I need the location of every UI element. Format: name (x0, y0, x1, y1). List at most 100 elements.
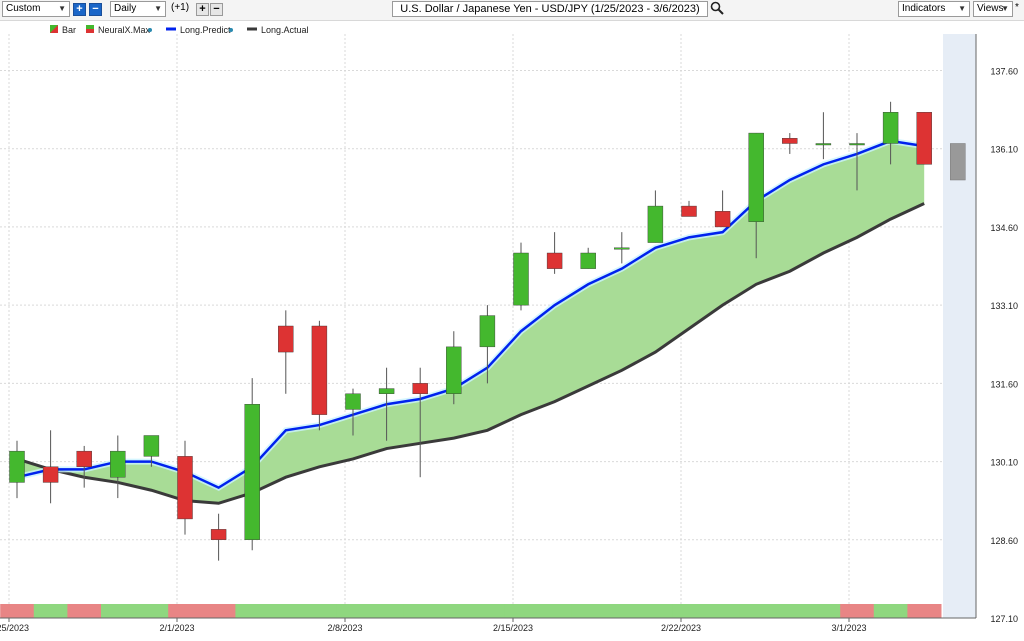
status-cell (873, 604, 908, 618)
candle-down (177, 456, 193, 520)
neural-dot-icon (148, 28, 152, 32)
x-tick-label: 3/1/2023 (831, 623, 866, 633)
magnifier-icon[interactable] (710, 1, 726, 17)
status-cell (739, 604, 774, 618)
y-tick-label: 128.60 (990, 536, 1018, 546)
candle-up (143, 435, 160, 457)
candle-down (782, 138, 798, 144)
zoom-out-button[interactable]: − (89, 3, 102, 16)
y-axis: 137.60 136.10 134.60 133.10 131.60 130.10 128.… (975, 34, 1018, 624)
status-cell (168, 604, 203, 618)
chevron-down-icon: ▼ (1001, 4, 1009, 13)
status-cell (705, 604, 740, 618)
legend-predict-label: Long.Predict (180, 25, 231, 35)
asterisk-mark: * (1015, 2, 1019, 13)
legend: Bar NeuralX.Max Long.Predict Long.Actual (50, 25, 309, 35)
candle-down (311, 325, 328, 415)
status-cell (605, 604, 640, 618)
predict-band (17, 140, 925, 504)
interval-select[interactable]: Daily ▼ (110, 1, 166, 17)
status-cell (269, 604, 304, 618)
series-line-long-predict (16, 139, 925, 490)
neural-legend-swatch-red (86, 29, 94, 33)
candle-down (714, 211, 731, 228)
status-cell (571, 604, 606, 618)
x-tick-label: 2/1/2023 (159, 623, 194, 633)
status-cell (773, 604, 808, 618)
y-tick-label: 127.10 (990, 614, 1018, 624)
y-tick-label: 136.10 (990, 145, 1018, 155)
indicators-select-label: Indicators (902, 3, 946, 14)
candle-up (748, 132, 764, 222)
status-cell (134, 604, 169, 618)
offset-increase-button[interactable]: + (196, 3, 209, 16)
status-cell (302, 604, 337, 618)
candle-down (42, 466, 59, 483)
grid (0, 34, 943, 618)
candle-up (849, 143, 865, 146)
candle-up (815, 143, 832, 146)
status-cell (336, 604, 371, 618)
neural-legend-swatch (86, 25, 94, 29)
candle-up (479, 315, 496, 348)
status-cell (67, 604, 102, 618)
candle-up (9, 450, 25, 483)
candle-down (76, 450, 92, 467)
legend-neural-label: NeuralX.Max (98, 25, 151, 35)
candle-up (244, 404, 260, 540)
offset-label: (+1) (171, 2, 190, 13)
indicators-select[interactable]: Indicators ▼ (898, 1, 970, 17)
price-chart[interactable]: Bar NeuralX.Max Long.Predict Long.Actual… (0, 21, 1024, 641)
status-cell (537, 604, 572, 618)
status-cell (672, 604, 707, 618)
status-strip (0, 604, 942, 618)
status-cell (907, 604, 942, 618)
candle-down (916, 112, 932, 165)
status-cell (403, 604, 438, 618)
x-tick-label: 1/25/2023 (0, 623, 29, 633)
x-tick-label: 2/15/2023 (493, 623, 533, 633)
candle-down (681, 205, 697, 217)
y-tick-label: 130.10 (990, 458, 1018, 468)
views-select-label: Views (977, 3, 1004, 14)
candle-up (345, 393, 361, 410)
legend-bar-label: Bar (62, 25, 76, 35)
candle-down (278, 325, 294, 353)
chevron-down-icon: ▼ (154, 4, 162, 13)
candle-up (513, 252, 529, 306)
candle-up (647, 205, 664, 243)
status-cell (806, 604, 841, 618)
status-cell (504, 604, 539, 618)
bar-legend-swatch-red (50, 25, 58, 33)
status-cell (201, 604, 236, 618)
zoom-in-button[interactable]: + (73, 3, 86, 16)
indicator-lines (16, 137, 925, 505)
offset-decrease-button[interactable]: − (210, 3, 223, 16)
forecast-bar (950, 143, 966, 181)
x-axis: 1/25/2023 2/1/2023 2/8/2023 2/15/2023 2/22/2… (0, 617, 976, 633)
candle-up (580, 252, 596, 269)
candle-down (546, 252, 563, 269)
candle-up (110, 450, 126, 478)
candle-down (210, 529, 227, 540)
interval-select-value: Daily (114, 3, 137, 14)
candle-up (378, 388, 395, 394)
status-cell (33, 604, 68, 618)
status-cell (369, 604, 404, 618)
x-tick-label: 2/8/2023 (327, 623, 362, 633)
chevron-down-icon: ▼ (958, 4, 966, 13)
candle-down (412, 383, 428, 394)
period-select-value: Custom (6, 3, 41, 14)
status-cell (470, 604, 505, 618)
symbol-title[interactable]: U.S. Dollar / Japanese Yen - USD/JPY (1/… (392, 1, 708, 17)
status-cell (437, 604, 472, 618)
candle-up (882, 112, 899, 144)
period-select[interactable]: Custom ▼ (2, 1, 70, 17)
toolbar: Custom ▼ + − Daily ▼ (+1) + − U.S. Dolla… (0, 0, 1024, 21)
y-tick-label: 131.60 (990, 379, 1018, 389)
status-cell (101, 604, 136, 618)
status-cell (638, 604, 673, 618)
views-select[interactable]: Views ▼ (973, 1, 1013, 17)
y-tick-label: 137.60 (990, 67, 1018, 77)
projection-zone (943, 34, 976, 618)
